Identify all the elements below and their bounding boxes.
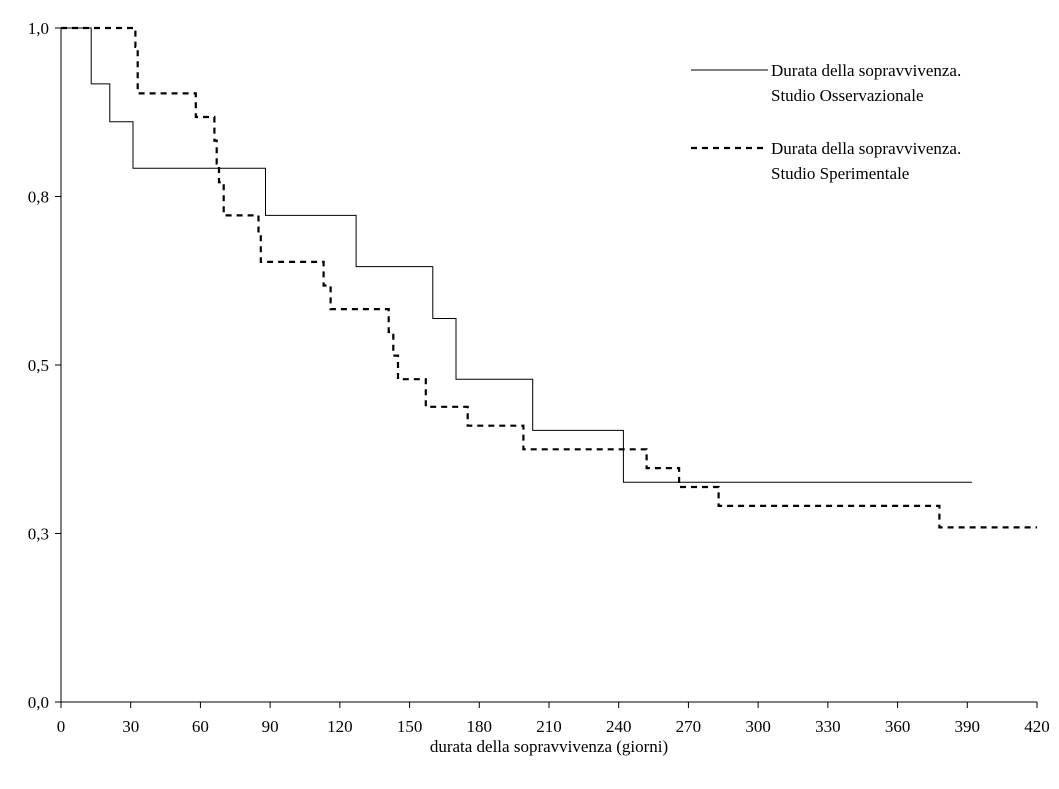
x-tick-label: 240 bbox=[606, 717, 632, 736]
x-tick-label: 120 bbox=[327, 717, 353, 736]
y-ticks: 0,0 0,3 0,5 0,8 1,0 bbox=[28, 19, 61, 712]
x-tick-label: 0 bbox=[57, 717, 66, 736]
x-tick-label: 210 bbox=[536, 717, 562, 736]
series-layer bbox=[61, 26, 1037, 529]
y-tick-label: 1,0 bbox=[28, 19, 49, 38]
legend-label: Durata della sopravvivenza. bbox=[771, 139, 961, 158]
y-tick-label: 0,0 bbox=[28, 693, 49, 712]
x-tick-label: 270 bbox=[676, 717, 702, 736]
x-tick-label: 330 bbox=[815, 717, 841, 736]
legend-label: Studio Sperimentale bbox=[771, 164, 909, 183]
x-tick-label: 300 bbox=[745, 717, 771, 736]
legend-label: Studio Osservazionale bbox=[771, 86, 924, 105]
series-line-studio-sperimentale bbox=[61, 26, 1037, 529]
y-tick-label: 0,3 bbox=[28, 525, 49, 544]
x-tick-label: 30 bbox=[122, 717, 139, 736]
y-tick-label: 0,5 bbox=[28, 356, 49, 375]
x-tick-label: 360 bbox=[885, 717, 911, 736]
axes bbox=[60, 28, 1037, 703]
x-tick-label: 180 bbox=[467, 717, 493, 736]
x-tick-label: 420 bbox=[1024, 717, 1050, 736]
legend: Durata della sopravvivenza. Studio Osserv… bbox=[691, 61, 961, 183]
x-tick-label: 390 bbox=[955, 717, 981, 736]
x-axis-title: durata della sopravvivenza (giorni) bbox=[430, 737, 668, 756]
y-tick-label: 0,8 bbox=[28, 188, 49, 207]
x-tick-label: 90 bbox=[262, 717, 279, 736]
x-tick-label: 150 bbox=[397, 717, 423, 736]
x-ticks: 0 30 60 90 120 150 180 210 240 270 300 330 360 390 420 bbox=[57, 702, 1050, 736]
x-tick-label: 60 bbox=[192, 717, 209, 736]
legend-label: Durata della sopravvivenza. bbox=[771, 61, 961, 80]
series-line-studio-osservazionale bbox=[61, 27, 972, 483]
